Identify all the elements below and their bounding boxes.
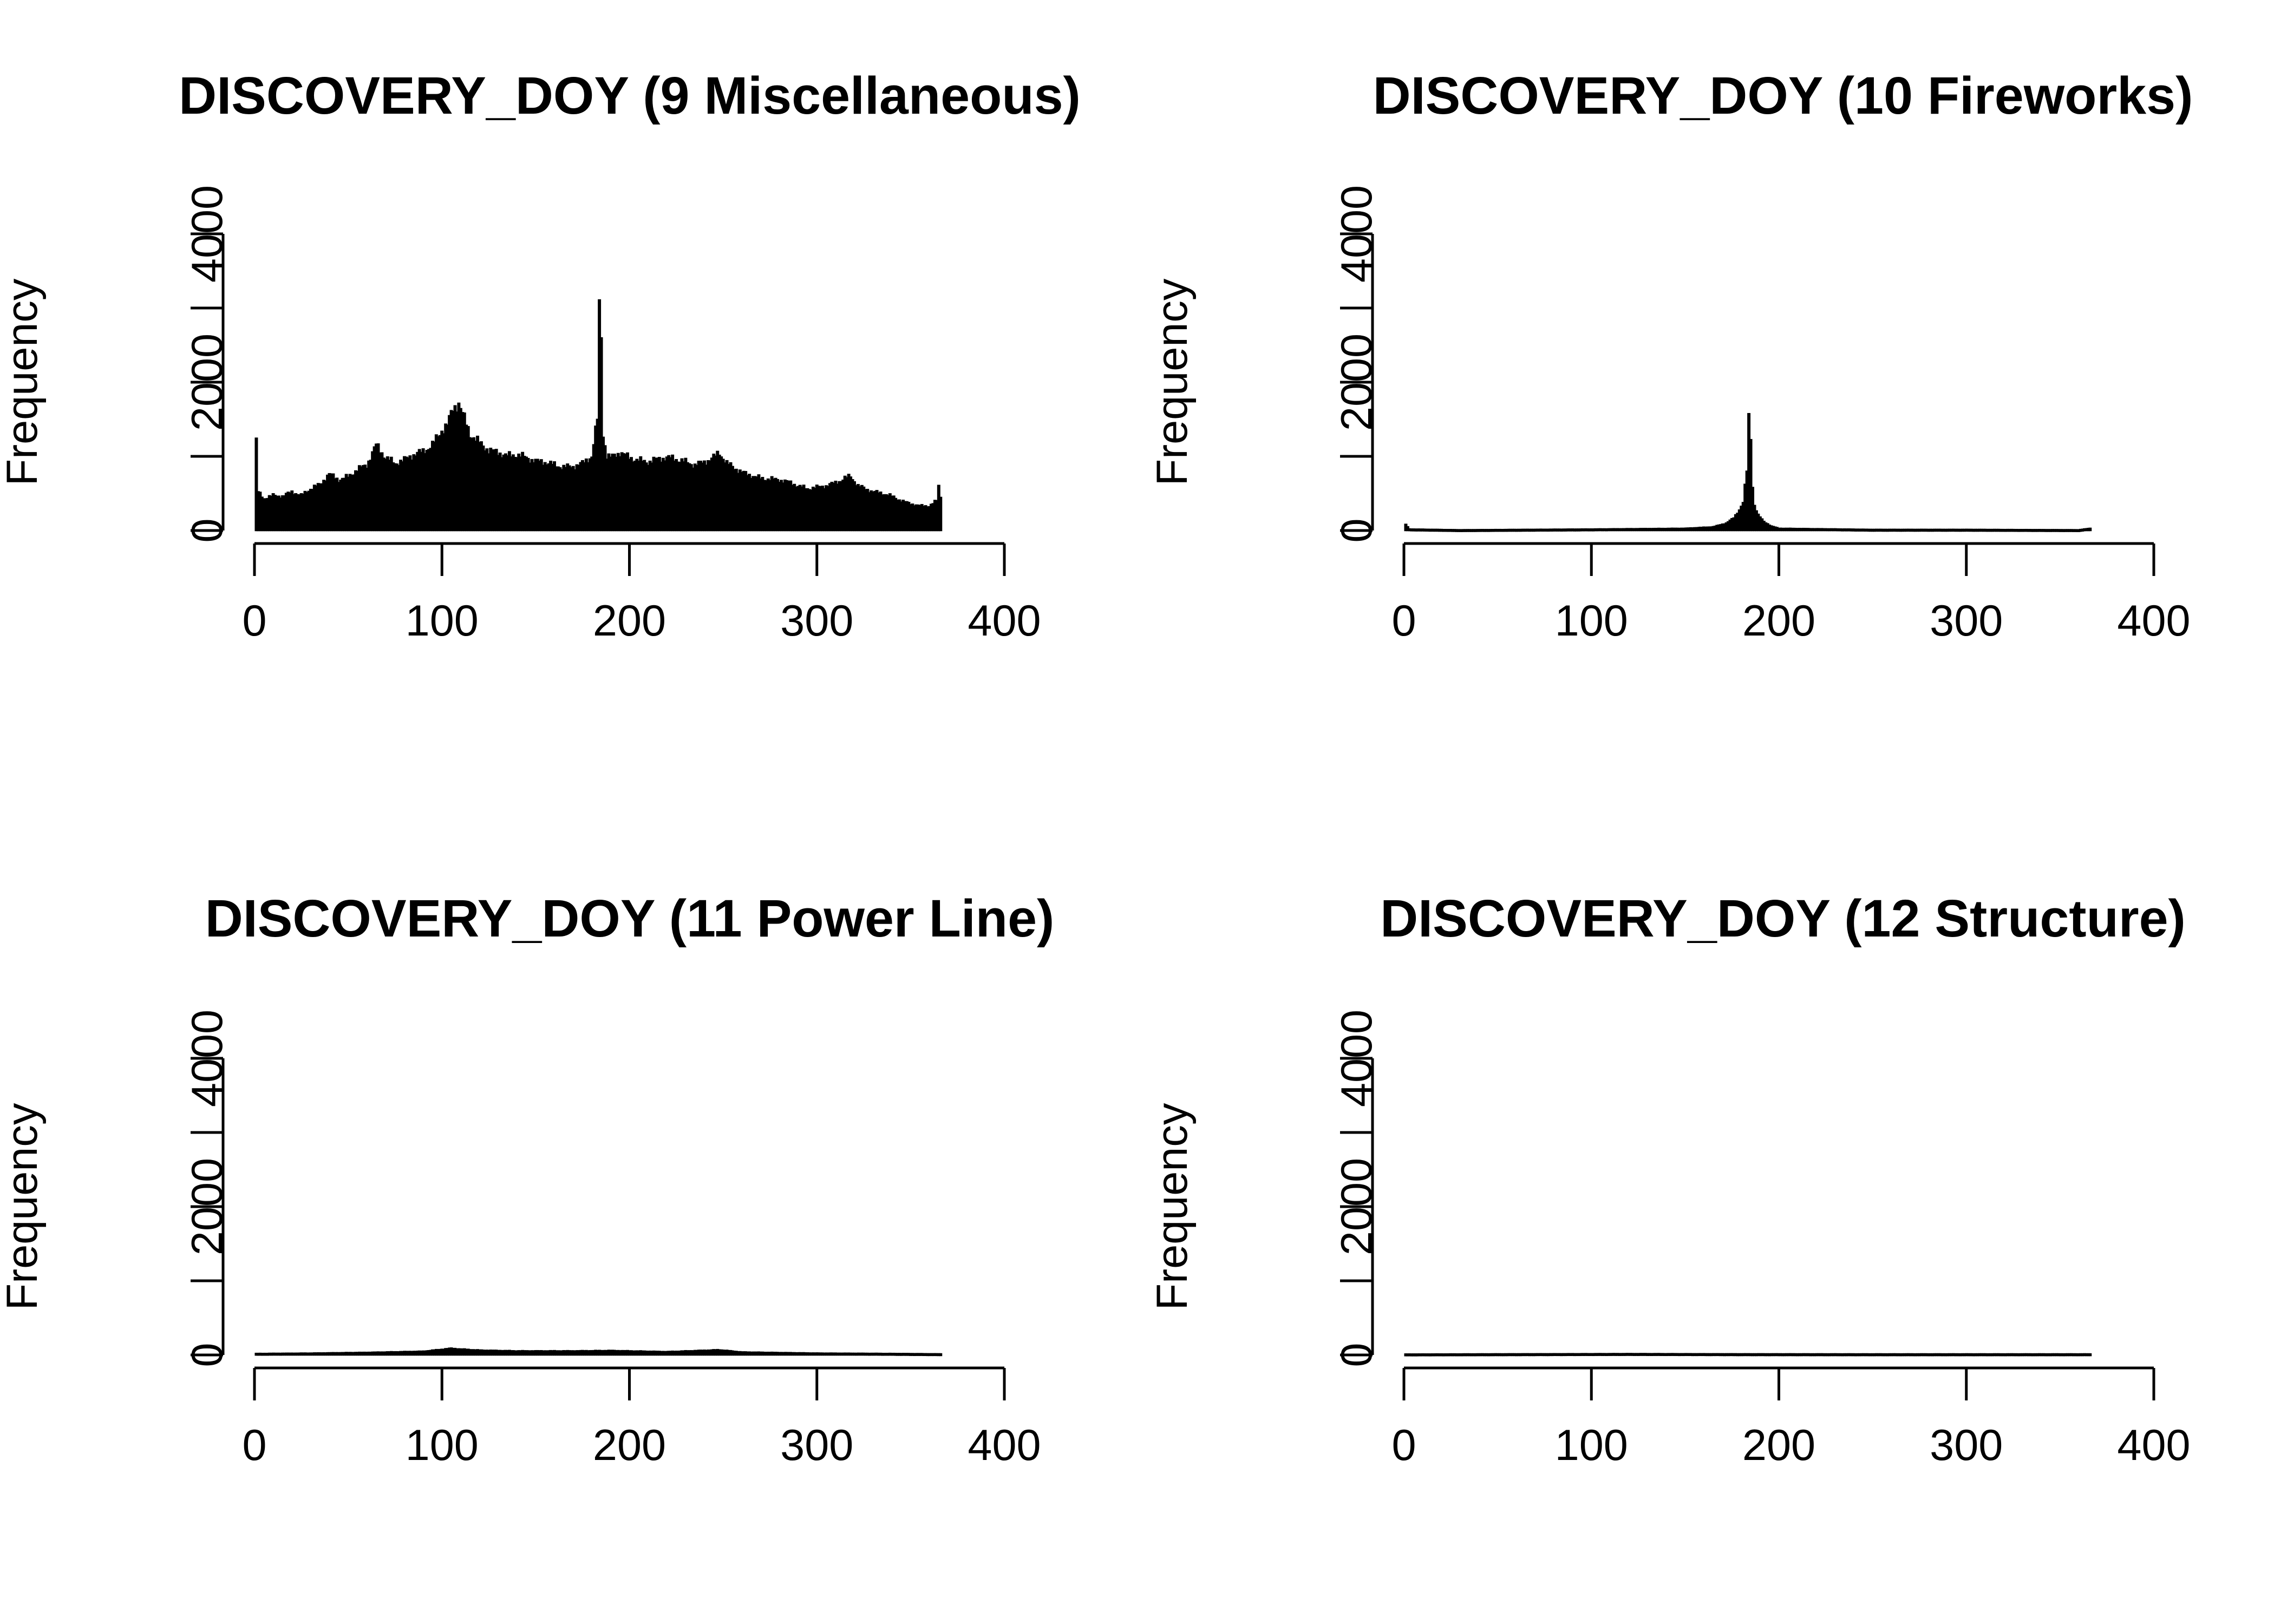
x-tick-label: 300 xyxy=(1930,597,2003,645)
x-tick-label: 0 xyxy=(1391,597,1416,645)
histogram-bar xyxy=(254,437,258,532)
x-tick-label: 100 xyxy=(1555,597,1628,645)
histogram-bar xyxy=(1749,438,1753,532)
y-axis-label: Frequency xyxy=(1148,278,1197,486)
y-tick-label: 0 xyxy=(1332,518,1381,542)
y-tick-label: 2000 xyxy=(183,333,232,431)
x-tick-label: 0 xyxy=(1391,1421,1416,1470)
y-tick-label: 2000 xyxy=(183,1158,232,1255)
y-axis-label: Frequency xyxy=(1148,1103,1197,1310)
y-tick-label: 2000 xyxy=(1332,1158,1381,1255)
x-tick-label: 400 xyxy=(968,1421,1041,1470)
histogram-bars xyxy=(1404,1353,2092,1357)
x-tick-label: 200 xyxy=(1742,597,1815,645)
chart-panel-2: DISCOVERY_DOY (10 Fireworks) Frequency 0 20… xyxy=(1148,66,2193,645)
x-tick-label: 0 xyxy=(242,597,266,645)
histogram-bar xyxy=(2088,527,2092,532)
chart-panel-3: DISCOVERY_DOY (11 Power Line) Frequency 0 2… xyxy=(0,889,1054,1470)
histogram-bars xyxy=(254,299,943,532)
chart-title: DISCOVERY_DOY (10 Fireworks) xyxy=(1373,66,2193,125)
x-tick-label: 400 xyxy=(2117,1421,2190,1470)
x-tick-label: 100 xyxy=(406,597,479,645)
histogram-bar xyxy=(939,496,943,532)
y-tick-label: 4000 xyxy=(1332,1010,1381,1107)
y-axis-label: Frequency xyxy=(0,1103,47,1310)
x-tick-label: 0 xyxy=(242,1421,266,1470)
x-tick-label: 400 xyxy=(968,597,1041,645)
histogram-bar xyxy=(939,1353,943,1357)
y-tick-label: 0 xyxy=(183,518,232,542)
chart-title: DISCOVERY_DOY (12 Structure) xyxy=(1380,889,2186,948)
y-tick-label: 0 xyxy=(183,1343,232,1367)
x-tick-label: 200 xyxy=(593,1421,666,1470)
x-tick-label: 100 xyxy=(1555,1421,1628,1470)
histogram-bars xyxy=(254,1347,943,1357)
histogram-bar xyxy=(599,337,603,532)
y-tick-label: 2000 xyxy=(1332,333,1381,431)
y-tick-label: 4000 xyxy=(183,185,232,283)
chart-panel-1: DISCOVERY_DOY (9 Miscellaneous) Frequency… xyxy=(0,66,1081,645)
x-tick-label: 300 xyxy=(780,597,853,645)
histogram-bars xyxy=(1404,412,2092,532)
histogram-bar xyxy=(2088,1353,2092,1357)
chart-panel-4: DISCOVERY_DOY (12 Structure) Frequency 0 20… xyxy=(1148,889,2191,1470)
y-tick-label: 4000 xyxy=(183,1010,232,1107)
chart-title: DISCOVERY_DOY (9 Miscellaneous) xyxy=(179,66,1081,125)
x-tick-label: 100 xyxy=(406,1421,479,1470)
y-axis-label: Frequency xyxy=(0,278,47,486)
x-tick-label: 300 xyxy=(780,1421,853,1470)
chart-title: DISCOVERY_DOY (11 Power Line) xyxy=(205,889,1055,948)
x-tick-label: 200 xyxy=(593,597,666,645)
x-tick-label: 400 xyxy=(2117,597,2190,645)
x-tick-label: 200 xyxy=(1742,1421,1815,1470)
x-tick-label: 300 xyxy=(1930,1421,2003,1470)
y-tick-label: 4000 xyxy=(1332,185,1381,283)
y-tick-label: 0 xyxy=(1332,1343,1381,1367)
